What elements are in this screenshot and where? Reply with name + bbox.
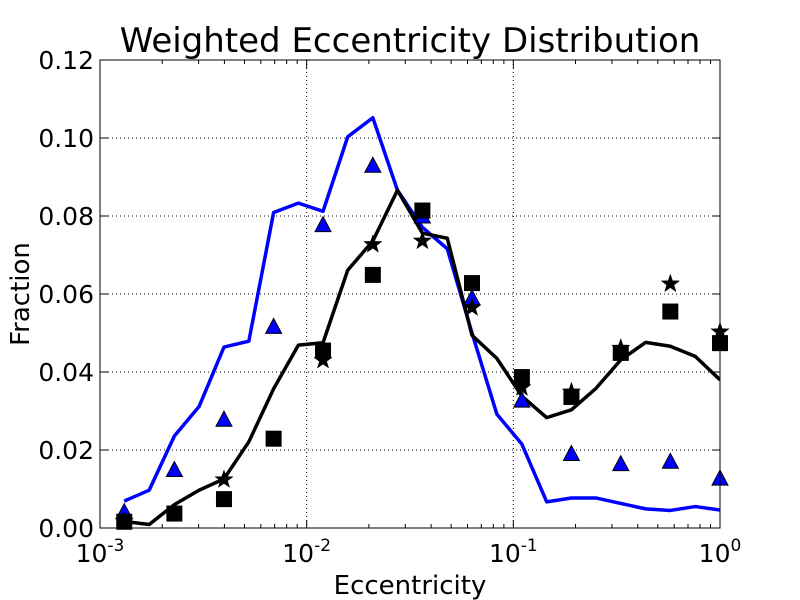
x-axis-label: Eccentricity [334,571,487,600]
chart-title: Weighted Eccentricity Distribution [120,21,701,61]
star-marker [412,230,433,250]
square-marker [414,202,431,219]
triangle-marker [611,454,630,472]
x-tick-label-base: 10 [76,539,108,568]
x-tick-label: 10-2 [282,536,331,568]
x-tick-label-exponent: -3 [107,536,124,556]
square-marker [215,491,232,508]
x-tick-label: 100 [699,536,742,568]
triangle-marker [363,156,382,173]
x-tick-label-base: 10 [699,539,731,568]
triangle-marker [215,410,233,427]
y-tick-label: 0.04 [38,358,94,387]
y-tick-label: 0.02 [38,436,94,465]
grid-lines [100,60,720,528]
x-tick-label: 10-3 [76,536,125,568]
square-marker [166,505,183,522]
triangle-marker [314,215,332,233]
star-marker [114,511,134,530]
y-tick-label: 0.06 [38,280,94,309]
triangle-marker [562,444,581,462]
star-marker [462,297,482,316]
square-marker [662,303,679,320]
star-marker [512,377,532,396]
x-tick-label: 10-1 [489,536,538,568]
triangle-marker [513,391,531,408]
series-layer [123,115,720,527]
star-marker [363,234,383,253]
star-marker [214,469,234,488]
star-marker [611,337,631,357]
y-tick-label: 0.08 [38,202,94,231]
y-tick-label: 0.10 [38,124,94,153]
square-marker [364,266,381,283]
ticks [99,59,721,529]
y-axis-label: Fraction [6,242,36,346]
marker-layer [114,156,730,530]
y-tick-label: 0.00 [38,514,94,543]
star-marker [660,273,681,293]
x-tick-label-exponent: -2 [314,536,331,556]
star-marker [313,350,333,369]
triangle-marker [165,460,184,477]
triangle-marker [264,317,283,334]
x-tick-label-exponent: -1 [521,536,538,556]
star-marker [561,381,582,401]
x-tick-label-exponent: 0 [730,536,741,556]
x-tick-label-base: 10 [282,539,314,568]
triangle-marker [661,452,680,469]
square-marker [464,275,481,292]
y-tick-label: 0.12 [38,46,94,75]
square-marker [265,430,282,447]
x-tick-label-base: 10 [489,539,521,568]
blue-line [123,115,720,513]
